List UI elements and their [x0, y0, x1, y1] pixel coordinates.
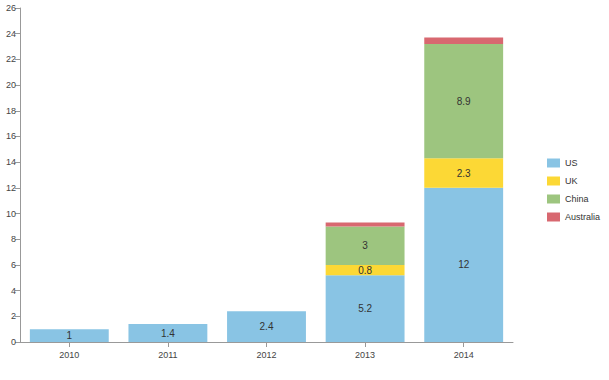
svg-text:8: 8	[11, 234, 16, 244]
svg-text:US: US	[565, 158, 578, 168]
svg-text:10: 10	[6, 209, 16, 219]
svg-text:3: 3	[362, 240, 368, 251]
svg-text:24: 24	[6, 29, 16, 39]
svg-text:2013: 2013	[355, 350, 375, 360]
svg-text:5.2: 5.2	[358, 303, 372, 314]
svg-text:0: 0	[11, 337, 16, 347]
svg-text:2012: 2012	[256, 350, 276, 360]
svg-text:1: 1	[67, 330, 73, 341]
svg-text:2011: 2011	[158, 350, 177, 360]
svg-text:2014: 2014	[454, 350, 474, 360]
svg-text:6: 6	[11, 260, 16, 270]
svg-text:22: 22	[6, 54, 16, 64]
svg-text:18: 18	[6, 106, 16, 116]
svg-text:2: 2	[11, 311, 16, 321]
svg-text:20: 20	[6, 80, 16, 90]
svg-text:UK: UK	[565, 176, 578, 186]
svg-text:16: 16	[6, 131, 16, 141]
svg-text:0.8: 0.8	[358, 265, 372, 276]
svg-text:2010: 2010	[59, 350, 79, 360]
svg-text:1.4: 1.4	[161, 328, 175, 339]
svg-text:8.9: 8.9	[457, 96, 471, 107]
svg-text:12: 12	[6, 183, 16, 193]
svg-text:2.3: 2.3	[457, 168, 471, 179]
svg-text:12: 12	[458, 259, 470, 270]
svg-text:26: 26	[6, 3, 16, 13]
svg-text:4: 4	[11, 286, 16, 296]
svg-text:China: China	[565, 194, 589, 204]
svg-text:2.4: 2.4	[260, 321, 274, 332]
svg-text:14: 14	[6, 157, 16, 167]
svg-text:Australia: Australia	[565, 212, 600, 222]
